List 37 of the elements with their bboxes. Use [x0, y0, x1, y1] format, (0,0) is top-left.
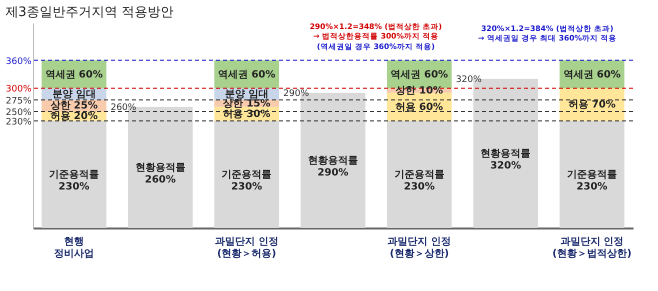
y-tick-label: 300%	[6, 84, 32, 95]
data-label: 허용 30%	[222, 108, 270, 120]
bar	[386, 120, 452, 228]
data-label: 현황용적률 260%	[135, 162, 186, 186]
data-label: 허용 70%	[568, 100, 616, 111]
data-label: 역세권 60%	[390, 69, 448, 80]
data-label: 허용 20%	[50, 111, 98, 122]
y-tick-label: 275%	[6, 96, 32, 106]
annotation: 320%	[456, 74, 482, 85]
y-tick-label: 360%	[6, 56, 32, 67]
data-label: 허용 60%	[396, 102, 444, 113]
data-label: 기준용적률 230%	[566, 169, 617, 192]
data-label: 역세권 60%	[45, 69, 103, 80]
data-label: 분양 임대	[52, 89, 96, 100]
y-tick-label: 230%	[6, 117, 32, 128]
chart-title: 제3종일반주거지역 적용방안	[5, 5, 174, 20]
x-tick-label: 과밀단지 인정 (현황＞법적상한)	[552, 236, 632, 260]
annotation: 260%	[110, 102, 137, 113]
data-label: 기준용적률 230%	[222, 169, 272, 192]
data-label: 역세권 60%	[563, 69, 621, 80]
x-tick-label: 과밀단지 인정 (현황＞상한)	[388, 236, 452, 260]
x-tick-label: 현행 정비사업	[54, 236, 94, 260]
data-label: 기준용적률 230%	[394, 169, 444, 192]
data-label: 상한 25%	[50, 100, 98, 112]
data-label: 분양 임대	[224, 89, 268, 100]
bar	[214, 120, 280, 228]
y-tick-label: 250%	[6, 108, 32, 118]
data-label: 상한 10%	[396, 86, 444, 97]
data-label: 현황용적률 290%	[308, 155, 358, 178]
bar	[42, 120, 106, 228]
bar	[560, 120, 624, 228]
data-label: 상한 15%	[222, 98, 270, 110]
data-label: 기준용적률 230%	[49, 169, 100, 192]
data-label: 역세권 60%	[218, 69, 276, 80]
data-label: 현황용적률 320%	[480, 148, 531, 172]
annotation: 290%	[283, 88, 310, 99]
x-tick-label: 과밀단지 인정 (현황＞허용)	[214, 236, 278, 260]
